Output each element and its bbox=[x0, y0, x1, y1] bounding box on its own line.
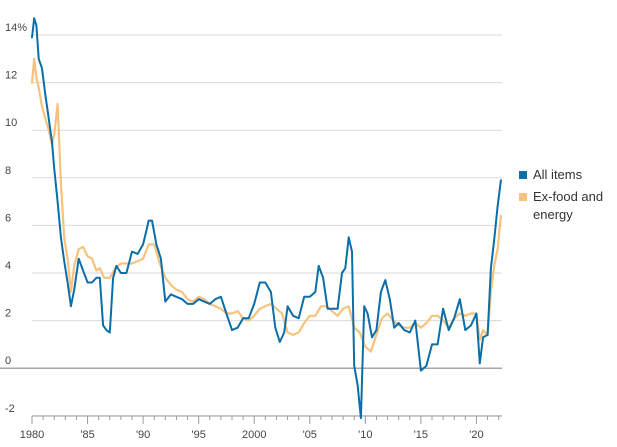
series-line-ex-food-energy bbox=[30, 57, 502, 353]
x-tick-label: '95 bbox=[191, 429, 205, 441]
legend-swatch-all-items bbox=[519, 171, 527, 179]
legend-item-ex-food-energy: Ex-food and energy bbox=[519, 188, 617, 224]
legend: All items Ex-food and energy bbox=[519, 166, 617, 228]
legend-swatch-ex-food-energy bbox=[519, 193, 527, 201]
x-tick-label: 1980 bbox=[20, 429, 44, 441]
y-tick-label: 14% bbox=[5, 22, 27, 34]
y-axis-labels: 14% 12 10 8 6 4 2 0 -2 bbox=[5, 22, 27, 415]
x-tick-label: '15 bbox=[414, 429, 428, 441]
x-tick-label: '10 bbox=[358, 429, 372, 441]
y-tick-label: 8 bbox=[5, 165, 11, 177]
y-tick-label: 10 bbox=[5, 117, 17, 129]
y-tick-label: 6 bbox=[5, 212, 11, 224]
y-tick-label: -2 bbox=[5, 403, 15, 415]
series-line-all-items bbox=[31, 17, 502, 420]
x-axis: 1980 '85 '90 '95 2000 '05 '10 '15 '20 bbox=[20, 415, 502, 441]
y-tick-label: 0 bbox=[5, 355, 11, 367]
x-tick-label: '20 bbox=[469, 429, 483, 441]
y-tick-label: 12 bbox=[5, 70, 17, 82]
x-tick-label: '90 bbox=[136, 429, 150, 441]
x-tick-label: 2000 bbox=[242, 429, 266, 441]
legend-label-all-items: All items bbox=[533, 167, 583, 182]
series-lines bbox=[30, 17, 502, 420]
legend-item-all-items: All items bbox=[519, 166, 617, 184]
y-tick-label: 4 bbox=[5, 260, 11, 272]
legend-label-ex-food-energy: Ex-food and energy bbox=[533, 189, 604, 222]
y-tick-label: 2 bbox=[5, 308, 11, 320]
x-tick-label: '85 bbox=[80, 429, 94, 441]
gridlines bbox=[32, 34, 502, 417]
x-tick-label: '05 bbox=[303, 429, 317, 441]
